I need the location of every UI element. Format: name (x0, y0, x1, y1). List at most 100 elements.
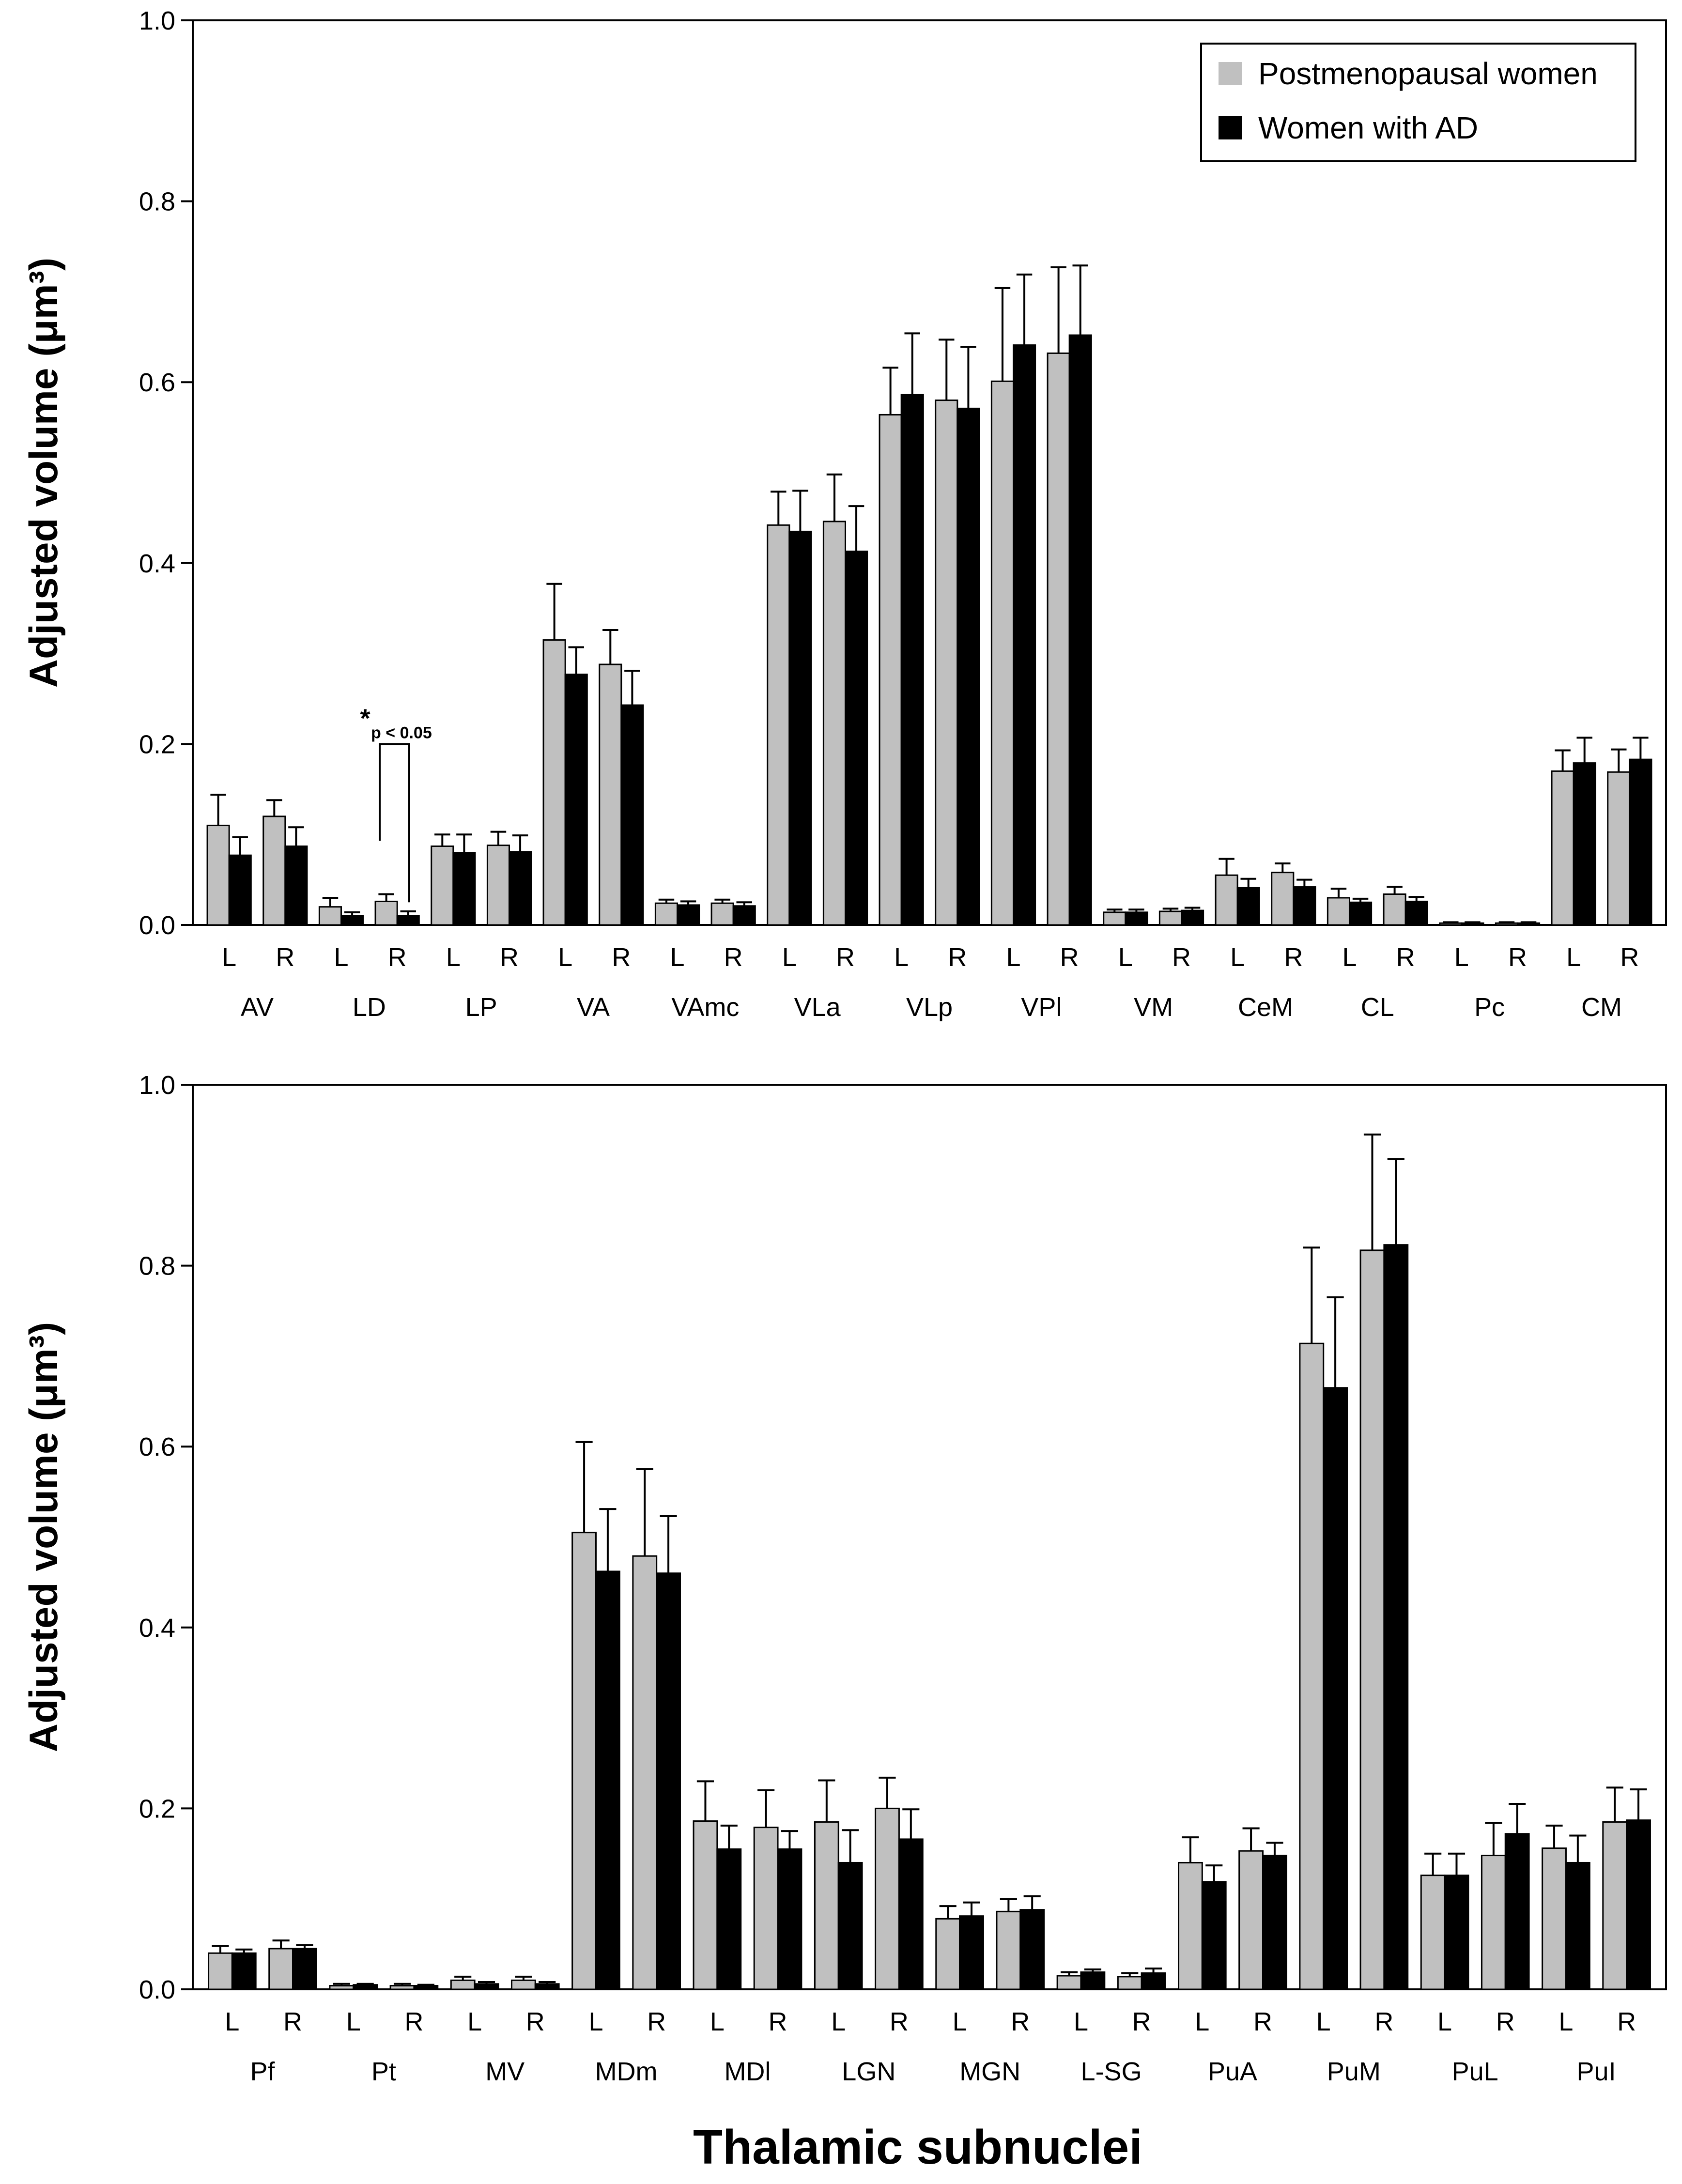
side-label: R (1374, 2007, 1393, 2036)
bar-ad (1201, 1881, 1227, 1990)
side-label: R (769, 2007, 787, 2036)
bar-ad (1383, 1244, 1409, 1990)
bar-postmenopausal (710, 902, 734, 926)
bar-ad (1141, 1972, 1166, 1990)
y-tick-label: 0.8 (139, 187, 175, 216)
group-label: MV (485, 2057, 525, 2086)
side-label: R (724, 943, 743, 972)
side-label: R (647, 2007, 666, 2036)
bar-postmenopausal (1271, 872, 1295, 926)
bar-ad (716, 1848, 742, 1990)
bar-postmenopausal (542, 639, 566, 926)
group-label: MDl (724, 2057, 771, 2086)
bar-postmenopausal (431, 845, 454, 926)
bar-ad (228, 854, 252, 926)
bar-postmenopausal (875, 1807, 900, 1990)
bar-ad (1504, 1833, 1530, 1990)
group-label: Pc (1474, 993, 1505, 1022)
bar-ad (292, 1948, 317, 1990)
side-label: L (1559, 2007, 1573, 2036)
side-label: R (836, 943, 855, 972)
bar-postmenopausal (753, 1827, 779, 1990)
group-label: CeM (1238, 993, 1293, 1022)
bar-postmenopausal (767, 524, 790, 926)
side-label: L (953, 2007, 967, 2036)
bar-ad (1348, 901, 1373, 926)
bar-postmenopausal (1047, 352, 1070, 926)
y-axis-label: Adjusted volume (μm³) (22, 1322, 66, 1752)
bar-postmenopausal (654, 902, 679, 926)
side-label: R (612, 943, 631, 972)
bar-postmenopausal (318, 906, 342, 926)
bar-ad (595, 1570, 620, 1990)
side-label: L (1454, 943, 1469, 972)
y-tick-label: 0.0 (139, 911, 175, 940)
bar-ad (452, 852, 476, 926)
legend-label-ad: Women with AD (1258, 110, 1478, 145)
side-label: R (948, 943, 967, 972)
side-label: R (1060, 943, 1079, 972)
bar-ad (620, 704, 644, 926)
bar-postmenopausal (1551, 770, 1574, 926)
bar-postmenopausal (632, 1555, 658, 1990)
bar-postmenopausal (486, 845, 510, 926)
side-label: R (890, 2007, 909, 2036)
bar-postmenopausal (693, 1820, 718, 1990)
y-tick-label: 0.6 (139, 1432, 175, 1461)
bar-ad (1516, 922, 1541, 926)
group-label: PuM (1327, 2057, 1381, 2086)
group-label: VAmc (671, 993, 739, 1022)
legend: Postmenopausal women Women with AD (1200, 43, 1636, 162)
bar-ad (340, 915, 364, 926)
bar-ad (1068, 334, 1092, 926)
bar-postmenopausal (996, 1910, 1021, 1990)
y-axis-label: Adjusted volume (μm³) (22, 258, 66, 688)
side-label: R (1620, 943, 1639, 972)
side-label: L (782, 943, 797, 972)
bar-postmenopausal (935, 400, 958, 926)
bar-ad (898, 1838, 924, 1990)
y-tick-label: 0.4 (139, 1614, 175, 1643)
side-label: L (222, 943, 236, 972)
side-label: R (1284, 943, 1303, 972)
y-tick-label: 1.0 (139, 1071, 175, 1100)
bar-ad (957, 407, 980, 926)
bar-ad (1236, 887, 1260, 926)
bar-postmenopausal (1439, 922, 1463, 926)
bar-postmenopausal (1607, 771, 1631, 926)
bar-postmenopausal (208, 1952, 233, 1990)
bar-ad (777, 1848, 802, 1990)
side-label: R (500, 943, 519, 972)
legend-box (1200, 43, 1636, 162)
bar-ad (1125, 911, 1148, 926)
side-label: L (670, 943, 684, 972)
y-tick-label: 0.4 (139, 549, 175, 578)
bar-ad (1461, 922, 1484, 926)
side-label: L (894, 943, 909, 972)
side-label: R (276, 943, 294, 972)
side-label: L (1074, 2007, 1088, 2036)
side-label: R (1172, 943, 1191, 972)
group-label: MDm (595, 2057, 658, 2086)
bar-postmenopausal (1215, 874, 1238, 926)
bar-postmenopausal (1103, 911, 1126, 926)
side-label: R (1011, 2007, 1030, 2036)
side-label: L (1118, 943, 1133, 972)
bar-postmenopausal (450, 1979, 476, 1990)
bar-ad (1012, 344, 1036, 926)
group-label: LGN (842, 2057, 895, 2086)
bar-postmenopausal (1327, 897, 1350, 926)
bar-postmenopausal (990, 380, 1014, 926)
side-label: R (388, 943, 407, 972)
bar-postmenopausal (1542, 1847, 1567, 1990)
bar-ad (1404, 900, 1428, 926)
side-label: R (283, 2007, 302, 2036)
chart-top-panel: 0.0 0.2 0.4 0.6 0.8 1.0 Adjusted volume (μm³) L… (22, 6, 1667, 1022)
side-label: L (831, 2007, 846, 2036)
side-label: L (710, 2007, 725, 2036)
side-label: L (1006, 943, 1020, 972)
bar-postmenopausal (1359, 1249, 1385, 1990)
bar-ad (900, 394, 924, 926)
group-label: CL (1361, 993, 1394, 1022)
